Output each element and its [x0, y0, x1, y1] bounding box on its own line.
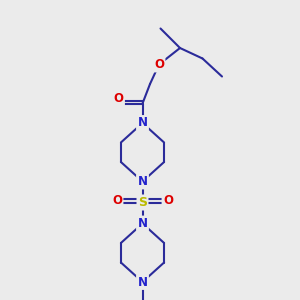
Text: N: N	[137, 175, 148, 188]
Text: S: S	[138, 196, 147, 209]
Text: N: N	[137, 217, 148, 230]
Text: N: N	[137, 116, 148, 130]
Text: O: O	[112, 194, 122, 207]
Text: O: O	[113, 92, 124, 106]
Text: O: O	[163, 194, 173, 207]
Text: N: N	[137, 275, 148, 289]
Text: O: O	[154, 58, 164, 71]
